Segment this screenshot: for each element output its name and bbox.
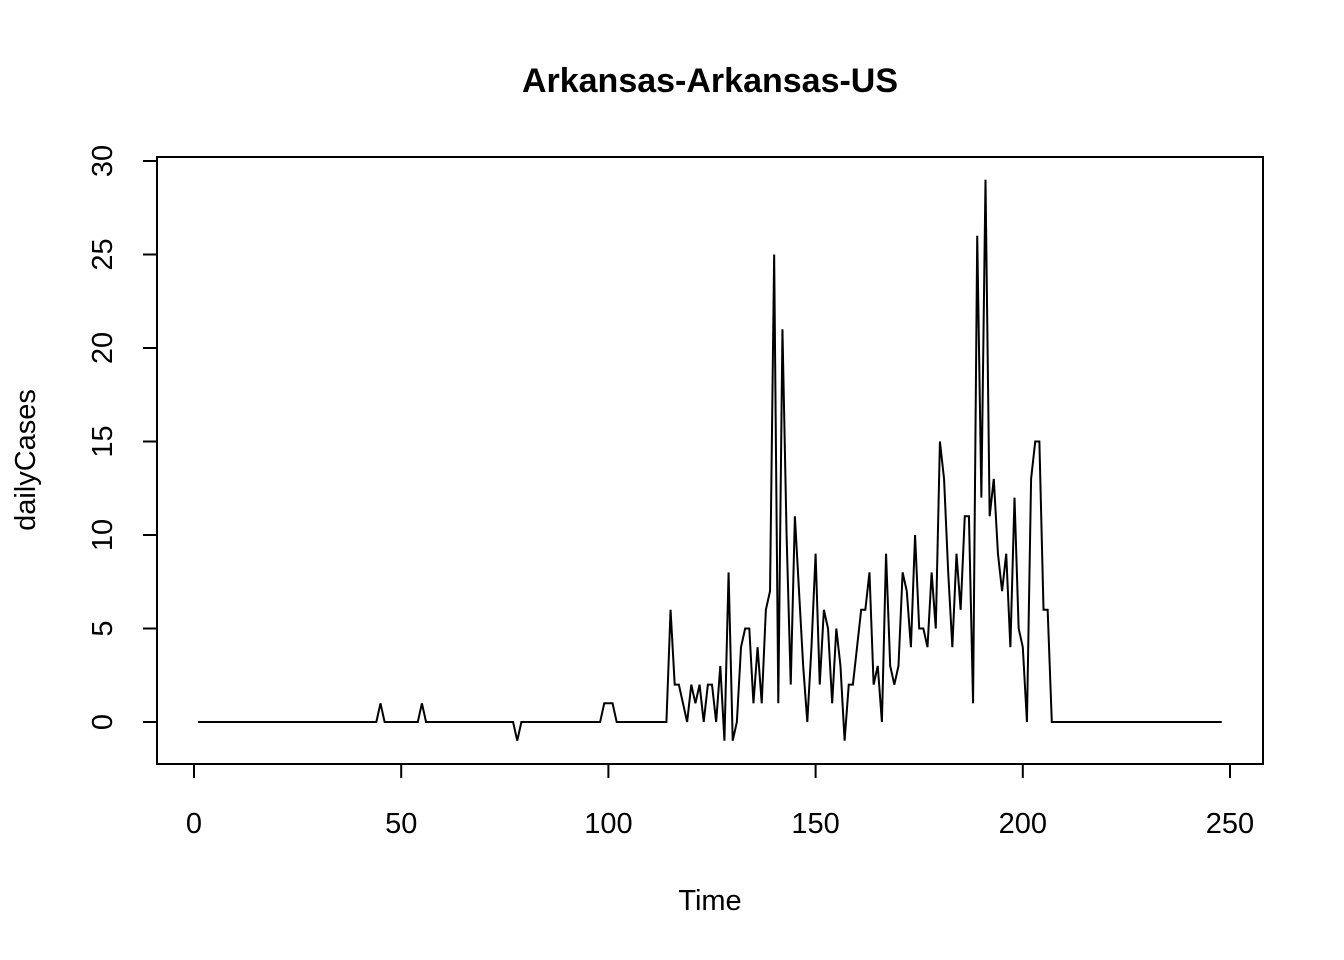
x-tick-label: 0 — [186, 808, 202, 840]
x-tick-label: 50 — [385, 808, 417, 840]
y-tick-label: 20 — [87, 332, 119, 364]
y-tick-label: 5 — [87, 620, 119, 636]
y-tick-label: 0 — [87, 714, 119, 730]
x-axis: 0 50 100 150 200 250 — [186, 763, 1254, 840]
y-tick-label: 15 — [87, 425, 119, 457]
y-tick-label: 25 — [87, 238, 119, 270]
y-tick-label: 30 — [87, 145, 119, 177]
x-tick-label: 250 — [1206, 808, 1254, 840]
y-axis: 0 5 10 15 20 25 30 — [87, 145, 158, 730]
x-axis-label: Time — [678, 885, 741, 917]
x-tick-label: 100 — [584, 808, 632, 840]
y-axis-label: dailyCases — [10, 389, 42, 531]
chart-title: Arkansas-Arkansas-US — [522, 62, 898, 100]
series-line-daily-cases — [198, 179, 1222, 741]
plot-frame — [156, 156, 1264, 765]
x-tick-label: 200 — [999, 808, 1047, 840]
x-tick-label: 150 — [791, 808, 839, 840]
y-tick-label: 10 — [87, 519, 119, 551]
